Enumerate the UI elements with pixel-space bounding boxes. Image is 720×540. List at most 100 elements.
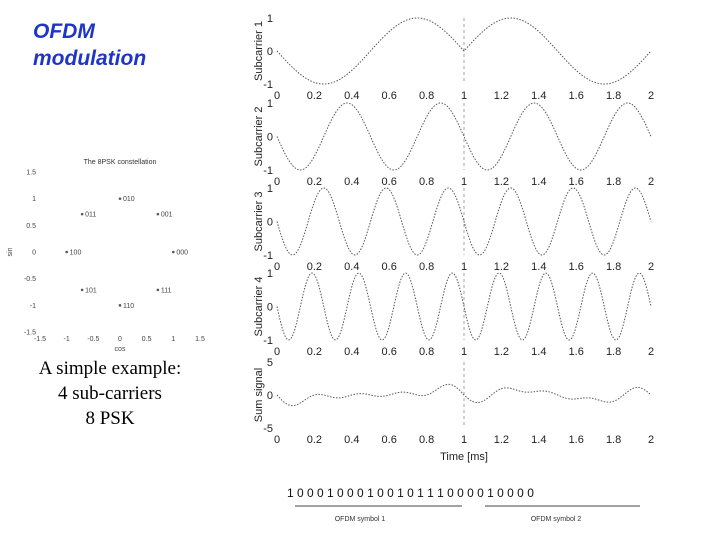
panel-x-tick: 0.4 <box>344 261 359 273</box>
panel-x-tick: 1.4 <box>531 90 546 102</box>
panel-x-tick: 0.4 <box>344 90 359 102</box>
panel-x-tick: 2 <box>648 90 654 102</box>
signal-series-line <box>276 17 652 85</box>
panel-x-tick: 0.4 <box>344 176 359 188</box>
panel-y-tick: -1 <box>263 335 273 347</box>
panel-x-tick: 1 <box>461 176 467 188</box>
example-caption: A simple example: 4 sub-carriers 8 PSK <box>10 356 210 431</box>
panel-x-tick: 2 <box>648 346 654 358</box>
panel-x-tick: 1.8 <box>606 261 621 273</box>
panel-x-tick: 1.2 <box>494 90 509 102</box>
constellation-y-tick: -1.5 <box>24 330 36 337</box>
example-line1: A simple example: <box>38 358 182 379</box>
panel-x-tick: 0 <box>274 434 280 446</box>
panel-y-tick: 0 <box>267 46 273 58</box>
panel-x-tick: 1.8 <box>606 346 621 358</box>
panel-y-label: Subcarrier 4 <box>253 277 265 337</box>
bit-stream: 1 0 0 0 1 0 0 0 1 0 0 1 0 1 1 1 0 0 0 0 … <box>287 486 534 500</box>
panel-x-tick: 1.6 <box>569 261 584 273</box>
panel-x-tick: 0 <box>274 261 280 273</box>
panel-x-tick: 0 <box>274 90 280 102</box>
panel-x-tick: 0.8 <box>419 261 434 273</box>
constellation-x-label: cos <box>115 346 126 353</box>
panel-x-tick: 2 <box>648 176 654 188</box>
panel-x-tick: 0.8 <box>419 346 434 358</box>
panel-x-tick: 1.6 <box>569 176 584 188</box>
panel-y-tick: 0 <box>267 132 273 144</box>
panel-x-tick: 0.6 <box>382 434 397 446</box>
panel-x-tick: 0.2 <box>307 346 322 358</box>
panel-x-tick: 0 <box>274 176 280 188</box>
signal-series-line <box>276 272 652 341</box>
constellation-point-label: 011 <box>85 212 96 219</box>
panel-x-tick: 1.8 <box>606 90 621 102</box>
constellation-x-tick: -0.5 <box>87 336 99 343</box>
constellation-point-label: 001 <box>161 212 173 219</box>
constellation-point <box>118 197 122 200</box>
constellation-point-label: 110 <box>123 303 134 310</box>
panel-y-tick: 1 <box>267 13 273 25</box>
panel-x-tick: 1.2 <box>494 261 509 273</box>
constellation-point <box>172 250 175 254</box>
panel-x-tick: 1 <box>461 346 467 358</box>
panel-x-tick: 2 <box>648 261 654 273</box>
panel-x-tick: 2 <box>648 434 654 446</box>
panel-x-tick: 0.4 <box>344 434 359 446</box>
panel-y-tick: -1 <box>263 165 273 177</box>
symbol-label: OFDM symbol 1 <box>335 516 386 523</box>
constellation-point <box>156 288 160 292</box>
panel-x-tick: 0.6 <box>382 261 397 273</box>
constellation-point-label: 100 <box>70 250 82 257</box>
panel-y-tick: 5 <box>267 357 273 369</box>
constellation-x-tick: 0.5 <box>142 336 152 343</box>
constellation-y-tick: -0.5 <box>24 276 36 283</box>
slide-title-line1: OFDM <box>33 20 95 43</box>
panel-x-tick: 0.4 <box>344 346 359 358</box>
panel-x-tick: 1.2 <box>494 434 509 446</box>
panel-y-tick: 0 <box>267 390 273 402</box>
constellation-y-tick: 0 <box>32 250 36 257</box>
panel-x-tick: 1 <box>461 261 467 273</box>
constellation-point-label: 000 <box>176 250 188 257</box>
constellation-point-label: 111 <box>161 287 172 294</box>
constellation-point <box>156 212 160 216</box>
panel-y-tick: 1 <box>267 183 273 195</box>
panel-x-tick: 1.2 <box>494 176 509 188</box>
panel-y-tick: 1 <box>267 268 273 280</box>
panel-y-tick: -1 <box>263 250 273 262</box>
panel-x-tick: 0.6 <box>382 176 397 188</box>
panel-x-tick: 0.2 <box>307 176 322 188</box>
signal-series-line <box>276 383 652 407</box>
panel-x-tick: 0.2 <box>307 261 322 273</box>
time-axis-label: Time [ms] <box>440 451 488 463</box>
panel-x-tick: 1.6 <box>569 90 584 102</box>
panel-x-tick: 0.2 <box>307 90 322 102</box>
constellation-title: The 8PSK constellation <box>84 159 157 166</box>
example-line3: 8 PSK <box>85 408 135 429</box>
constellation-y-tick: -1 <box>30 303 36 310</box>
panel-y-tick: -5 <box>263 423 273 435</box>
panel-x-tick: 1.2 <box>494 346 509 358</box>
panel-y-tick: -1 <box>263 79 273 91</box>
panel-y-tick: 0 <box>267 217 273 229</box>
signal-series-line <box>276 187 652 256</box>
panel-x-tick: 0.8 <box>419 90 434 102</box>
panel-y-label: Subcarrier 1 <box>253 21 265 81</box>
panel-x-tick: 0.6 <box>382 346 397 358</box>
panel-x-tick: 1 <box>461 434 467 446</box>
panel-x-tick: 1 <box>461 90 467 102</box>
panel-y-label: Subcarrier 3 <box>253 192 265 252</box>
constellation-y-tick: 1 <box>32 196 36 203</box>
panel-x-tick: 0.8 <box>419 434 434 446</box>
constellation-point <box>80 212 84 216</box>
constellation-point-label: 010 <box>123 196 135 203</box>
constellation-point <box>118 304 122 307</box>
constellation-point <box>80 288 84 292</box>
slide-title: OFDM modulation <box>33 18 146 72</box>
panel-x-tick: 1.6 <box>569 434 584 446</box>
constellation-y-tick: 0.5 <box>26 223 36 230</box>
panel-y-label: Sum signal <box>253 368 265 422</box>
panel-x-tick: 1.4 <box>531 176 546 188</box>
constellation-y-label: sin <box>7 247 14 256</box>
constellation-x-tick: -1.5 <box>34 336 46 343</box>
